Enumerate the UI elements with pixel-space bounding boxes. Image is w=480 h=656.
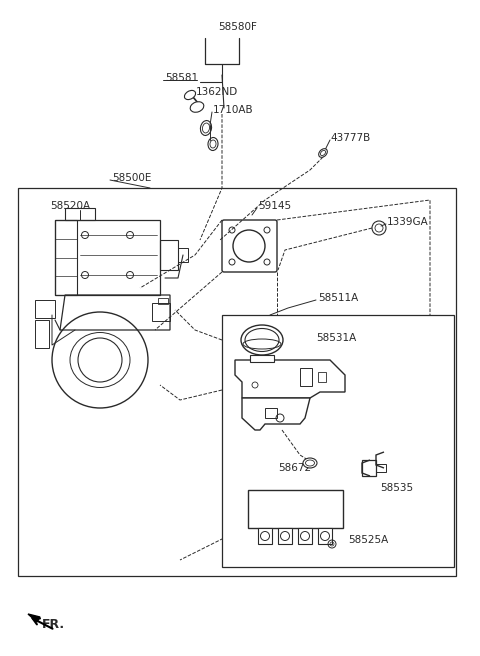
Text: 58672: 58672 [278,463,311,473]
Bar [318,372,326,382]
Bar [35,300,55,318]
Bar [18,188,456,576]
Text: 58581: 58581 [165,73,198,83]
Text: 58525A: 58525A [348,535,388,545]
Bar [376,464,386,472]
Text: 58511A: 58511A [318,293,358,303]
Ellipse shape [203,123,210,133]
Ellipse shape [210,140,216,148]
Polygon shape [235,360,345,398]
Text: 43777B: 43777B [330,133,370,143]
Bar [160,240,178,270]
Ellipse shape [241,325,283,355]
Bar [55,220,160,295]
Text: FR.: FR. [42,617,65,630]
Bar [178,248,188,262]
Bar [265,408,277,418]
Ellipse shape [319,149,327,157]
Text: 1362ND: 1362ND [196,87,238,97]
Text: 59145: 59145 [258,201,291,211]
Ellipse shape [184,91,195,100]
Polygon shape [250,355,274,362]
Bar [158,298,168,304]
Text: 58580F: 58580F [218,22,257,32]
Bar [300,368,312,386]
Bar [65,208,95,220]
Text: 58500E: 58500E [112,173,151,183]
Text: 58531A: 58531A [316,333,356,343]
Bar [318,528,332,544]
Bar [298,528,312,544]
Text: 1339GA: 1339GA [387,217,429,227]
Text: 1710AB: 1710AB [213,105,253,115]
Bar [278,528,292,544]
Bar [222,315,454,567]
Bar [362,460,376,476]
Bar [55,220,77,295]
Polygon shape [28,614,40,622]
Ellipse shape [303,458,317,468]
Bar [152,303,170,321]
Ellipse shape [190,102,204,112]
Text: 58520A: 58520A [50,201,90,211]
Polygon shape [242,398,310,430]
Text: 58535: 58535 [380,483,413,493]
Bar [248,490,343,528]
Bar [35,320,49,348]
Bar [258,528,272,544]
